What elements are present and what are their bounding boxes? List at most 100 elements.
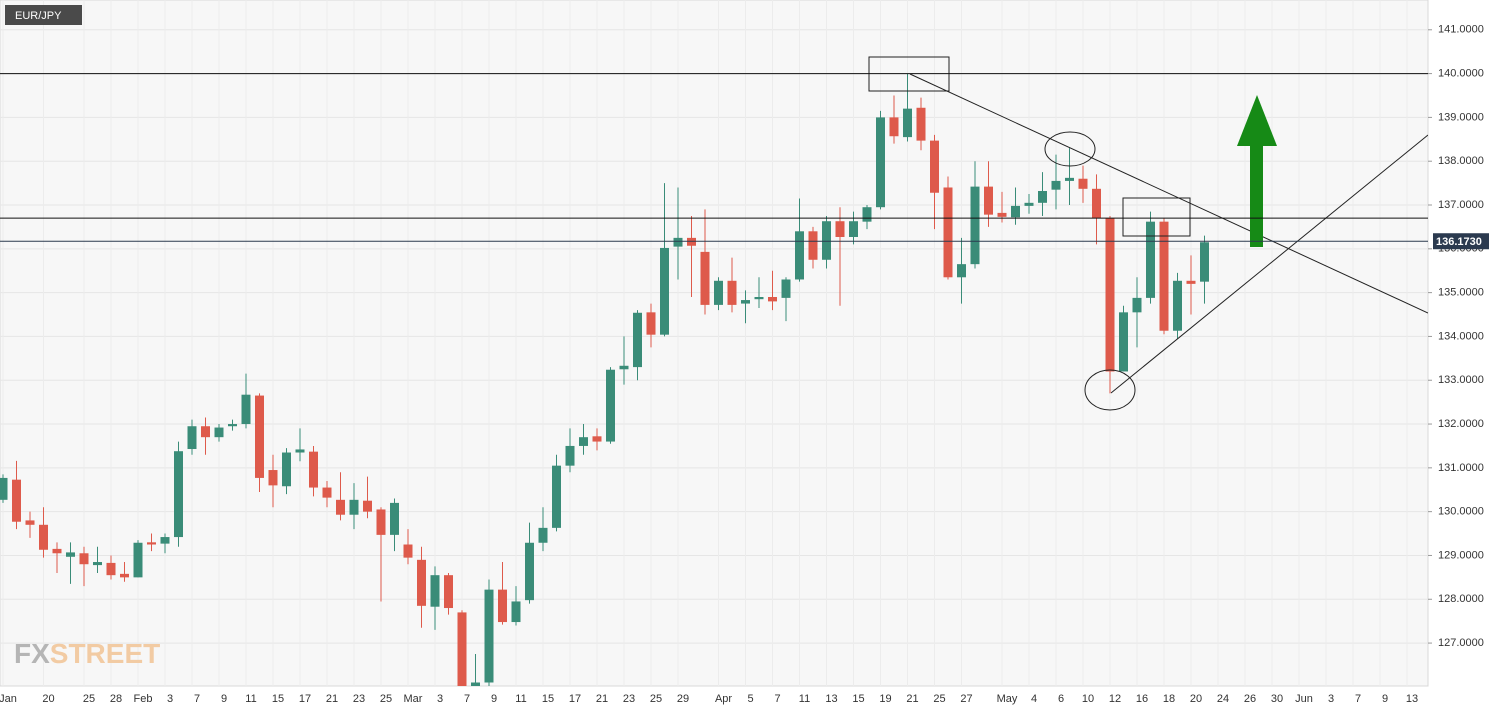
box-annotation bbox=[1122, 197, 1191, 237]
candle-body bbox=[957, 264, 966, 278]
candle-body bbox=[336, 499, 345, 515]
trend-line bbox=[909, 73, 1428, 314]
candle-body bbox=[498, 589, 507, 623]
x-tick-label: 15 bbox=[852, 693, 864, 705]
x-tick-label: 17 bbox=[299, 693, 311, 705]
candle-body bbox=[903, 108, 912, 138]
y-tick-label: 138.0000 bbox=[1438, 155, 1484, 167]
last-price-box bbox=[1433, 233, 1489, 250]
x-tick-label: 16 bbox=[1136, 693, 1148, 705]
candle-body bbox=[714, 280, 723, 305]
candle-body bbox=[579, 437, 588, 446]
trend-line bbox=[1110, 134, 1428, 394]
x-tick-label: 25 bbox=[650, 693, 662, 705]
candle-body bbox=[228, 424, 237, 427]
candle-body bbox=[768, 297, 777, 302]
x-tick-label: Apr bbox=[715, 693, 732, 705]
x-tick-label: 25 bbox=[933, 693, 945, 705]
candle-body bbox=[1011, 205, 1020, 218]
candle-body bbox=[754, 297, 764, 300]
x-tick-label: 13 bbox=[825, 693, 837, 705]
candle-body bbox=[552, 465, 561, 528]
y-tick-label: 130.0000 bbox=[1438, 506, 1484, 518]
y-tick-label: 140.0000 bbox=[1438, 68, 1484, 80]
candle-body bbox=[511, 601, 521, 623]
x-tick-label: 13 bbox=[1406, 693, 1418, 705]
x-tick-label: 21 bbox=[906, 693, 918, 705]
candle-body bbox=[538, 527, 548, 543]
y-tick-label: 134.0000 bbox=[1438, 330, 1484, 342]
candle-body bbox=[1186, 280, 1196, 284]
x-tick-label: 30 bbox=[1271, 693, 1283, 705]
candle-body bbox=[1159, 221, 1169, 331]
candle-body bbox=[471, 682, 480, 686]
candle-body bbox=[0, 477, 8, 500]
candle-body bbox=[457, 612, 467, 686]
x-tick-label: 20 bbox=[1190, 693, 1202, 705]
ellipse-annotation bbox=[1044, 131, 1096, 167]
candle-body bbox=[309, 451, 318, 488]
x-tick-label: 15 bbox=[272, 693, 284, 705]
candle-body bbox=[52, 548, 62, 554]
candle-body bbox=[876, 117, 885, 208]
x-tick-label: 3 bbox=[1328, 693, 1334, 705]
candle-body bbox=[916, 107, 926, 141]
x-tick-label: 27 bbox=[960, 693, 972, 705]
candle-body bbox=[295, 449, 305, 453]
x-tick-label: 23 bbox=[623, 693, 635, 705]
x-tick-label: 29 bbox=[677, 693, 689, 705]
candle-body bbox=[268, 470, 278, 486]
candle-body bbox=[862, 207, 872, 222]
candles bbox=[0, 73, 1209, 686]
candle-body bbox=[1105, 218, 1115, 372]
candle-body bbox=[349, 499, 359, 515]
x-tick-label: Jun bbox=[1295, 693, 1313, 705]
candle-body bbox=[39, 524, 48, 550]
x-tick-label: 20 bbox=[42, 693, 54, 705]
candle-body bbox=[376, 509, 386, 535]
candle-body bbox=[484, 589, 494, 683]
candle-body bbox=[444, 575, 453, 609]
x-tick-label: 4 bbox=[1031, 693, 1037, 705]
candle-body bbox=[1038, 190, 1047, 203]
y-tick-label: 133.0000 bbox=[1438, 374, 1484, 386]
candle-body bbox=[1024, 202, 1034, 206]
candle-body bbox=[120, 573, 129, 578]
candle-body bbox=[93, 562, 102, 566]
candle-body bbox=[12, 479, 21, 522]
candle-body bbox=[646, 312, 656, 335]
candle-body bbox=[1200, 242, 1209, 282]
candle-body bbox=[106, 562, 116, 576]
y-tick-label: 128.0000 bbox=[1438, 593, 1484, 605]
candle-body bbox=[174, 451, 183, 538]
x-tick-label: 7 bbox=[194, 693, 200, 705]
candle-body bbox=[606, 369, 615, 442]
candle-body bbox=[133, 542, 143, 578]
candle-body bbox=[970, 186, 980, 265]
x-tick-label: May bbox=[997, 693, 1018, 705]
y-tick-label: 137.0000 bbox=[1438, 199, 1484, 211]
candle-body bbox=[930, 140, 939, 193]
candle-body bbox=[1173, 280, 1182, 331]
y-tick-label: 127.0000 bbox=[1438, 637, 1484, 649]
candle-body bbox=[889, 117, 899, 137]
candle-body bbox=[25, 520, 35, 525]
candle-body bbox=[79, 553, 89, 565]
x-tick-label: 11 bbox=[245, 693, 256, 705]
x-tick-label: 9 bbox=[491, 693, 497, 705]
candle-body bbox=[363, 500, 372, 512]
candle-body bbox=[1065, 177, 1074, 181]
candle-body bbox=[997, 212, 1007, 217]
candle-body bbox=[147, 542, 156, 545]
plot-area bbox=[0, 0, 1429, 687]
x-tick-label: Feb bbox=[134, 693, 153, 705]
x-tick-label: 5 bbox=[747, 693, 753, 705]
x-tick-label: 21 bbox=[326, 693, 338, 705]
x-tick-label: 21 bbox=[596, 693, 608, 705]
x-tick-label: Jan bbox=[0, 693, 17, 705]
x-tick-label: 3 bbox=[167, 693, 173, 705]
candle-body bbox=[322, 487, 332, 498]
up-arrow bbox=[1237, 95, 1277, 247]
y-tick-label: 141.0000 bbox=[1438, 24, 1484, 36]
